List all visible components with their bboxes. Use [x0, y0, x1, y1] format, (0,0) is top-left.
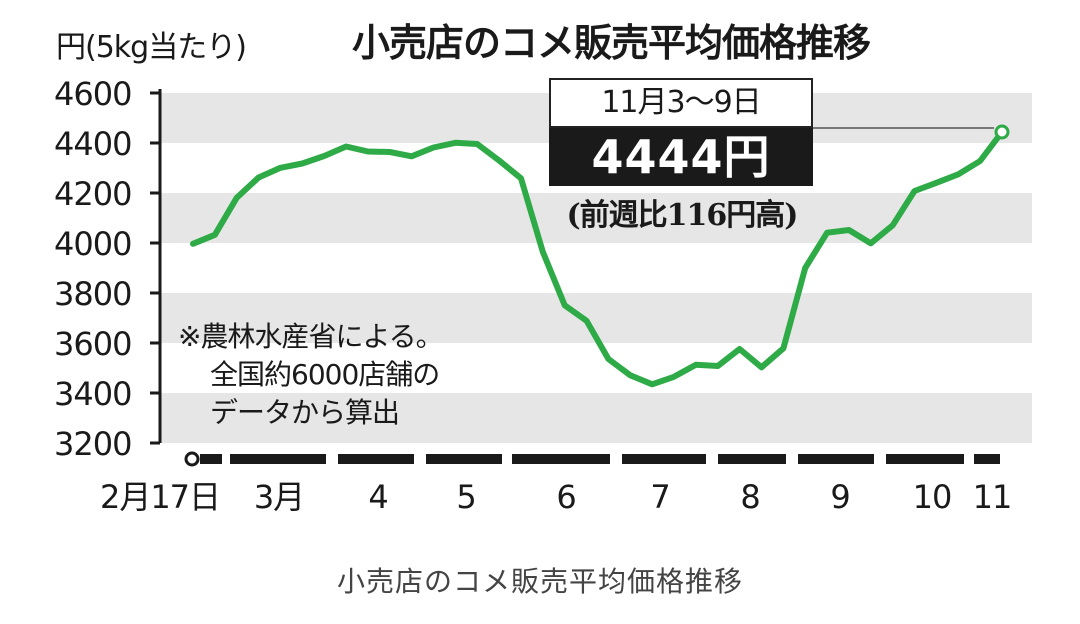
line-chart: 3200 3400 3600 3800 4000 4200 4400 4600 2月17日 3月…	[54, 75, 1032, 516]
data-point	[826, 232, 828, 234]
data-point	[695, 364, 697, 366]
grid-band	[160, 393, 1032, 443]
data-point	[782, 347, 784, 349]
x-axis-segment	[338, 454, 414, 464]
data-point	[279, 167, 281, 169]
data-point	[935, 182, 937, 184]
data-point	[192, 243, 194, 245]
x-tick-label: 10	[913, 478, 952, 516]
y-axis-unit-label: 円(5kg当たり)	[56, 30, 247, 65]
source-note-line-3: データから算出	[210, 396, 400, 429]
data-point	[433, 147, 435, 148]
x-axis-segment	[974, 454, 1000, 464]
source-note-line-2: 全国約6000店舗の	[210, 358, 440, 391]
y-tick-label: 4600	[54, 75, 131, 113]
source-note: ※農林水産省による。 全国約6000店舗の データから算出	[178, 318, 444, 432]
data-point	[673, 376, 675, 378]
y-tick-label: 3400	[54, 375, 131, 413]
callout-change: (前週比116円高)	[566, 198, 798, 233]
data-point	[848, 229, 850, 231]
data-point	[870, 242, 872, 244]
data-point	[454, 142, 456, 144]
y-tick-label: 4200	[54, 175, 131, 213]
data-point	[979, 160, 981, 162]
y-tick-label: 3800	[54, 275, 131, 313]
x-axis-segment	[200, 454, 222, 464]
x-axis-segment	[798, 454, 874, 464]
data-point	[804, 267, 806, 269]
x-tick-label: 3月	[254, 478, 304, 516]
x-tick-label: 7	[650, 478, 669, 516]
data-point	[498, 160, 500, 161]
data-point	[629, 374, 631, 376]
source-note-line-1: ※農林水産省による。	[178, 320, 444, 353]
data-point	[892, 224, 894, 226]
chart-title: 小売店のコメ販売平均価格推移	[352, 21, 871, 65]
data-point	[564, 304, 566, 306]
data-point	[914, 190, 916, 192]
y-tick-label: 4400	[54, 125, 131, 163]
data-point	[258, 177, 260, 178]
x-axis-segment	[622, 454, 706, 464]
data-point	[542, 251, 544, 253]
data-point	[476, 143, 478, 145]
data-point	[214, 234, 216, 236]
x-axis-segment	[426, 454, 502, 464]
y-tick-label: 3600	[54, 325, 131, 363]
data-point	[520, 177, 522, 179]
y-axis: 3200 3400 3600 3800 4000 4200 4400 4600	[54, 75, 162, 463]
x-axis: 2月17日 3月 4 5 6 7 8 9 10 11	[100, 451, 1012, 516]
x-axis-segment	[718, 454, 786, 464]
data-point	[323, 155, 325, 157]
x-tick-label: 8	[740, 478, 759, 516]
data-point	[651, 383, 653, 385]
data-point	[957, 173, 959, 175]
x-axis-segment	[886, 454, 964, 464]
y-tick-label: 4000	[54, 225, 131, 263]
x-axis-segment	[512, 454, 610, 464]
x-tick-label: 9	[830, 478, 849, 516]
x-tick-label: 11	[973, 478, 1012, 516]
data-point	[760, 366, 762, 368]
series-layer	[190, 124, 1010, 388]
data-point	[301, 163, 303, 164]
x-tick-label: 6	[556, 478, 575, 516]
x-axis-start-marker	[184, 451, 200, 467]
data-point	[367, 151, 369, 152]
data-point	[717, 365, 719, 367]
grid-band	[160, 193, 1032, 243]
callout-price: 4444円	[549, 128, 813, 186]
figure-caption: 小売店のコメ販売平均価格推移	[336, 565, 743, 598]
y-tick-label: 3200	[54, 425, 131, 463]
data-point	[739, 348, 741, 350]
series-line	[190, 129, 1005, 388]
x-tick-label: 4	[368, 478, 387, 516]
data-point	[236, 197, 238, 199]
x-tick-label: 5	[456, 478, 475, 516]
data-point	[586, 320, 588, 322]
data-point	[389, 151, 391, 153]
latest-point-marker	[994, 124, 1010, 140]
x-tick-label: 2月17日	[100, 478, 220, 516]
callout-period: 11月3〜9日	[549, 78, 813, 128]
data-point	[411, 155, 413, 157]
data-point	[345, 146, 347, 147]
x-axis-segment	[230, 454, 326, 464]
data-point	[607, 358, 609, 360]
